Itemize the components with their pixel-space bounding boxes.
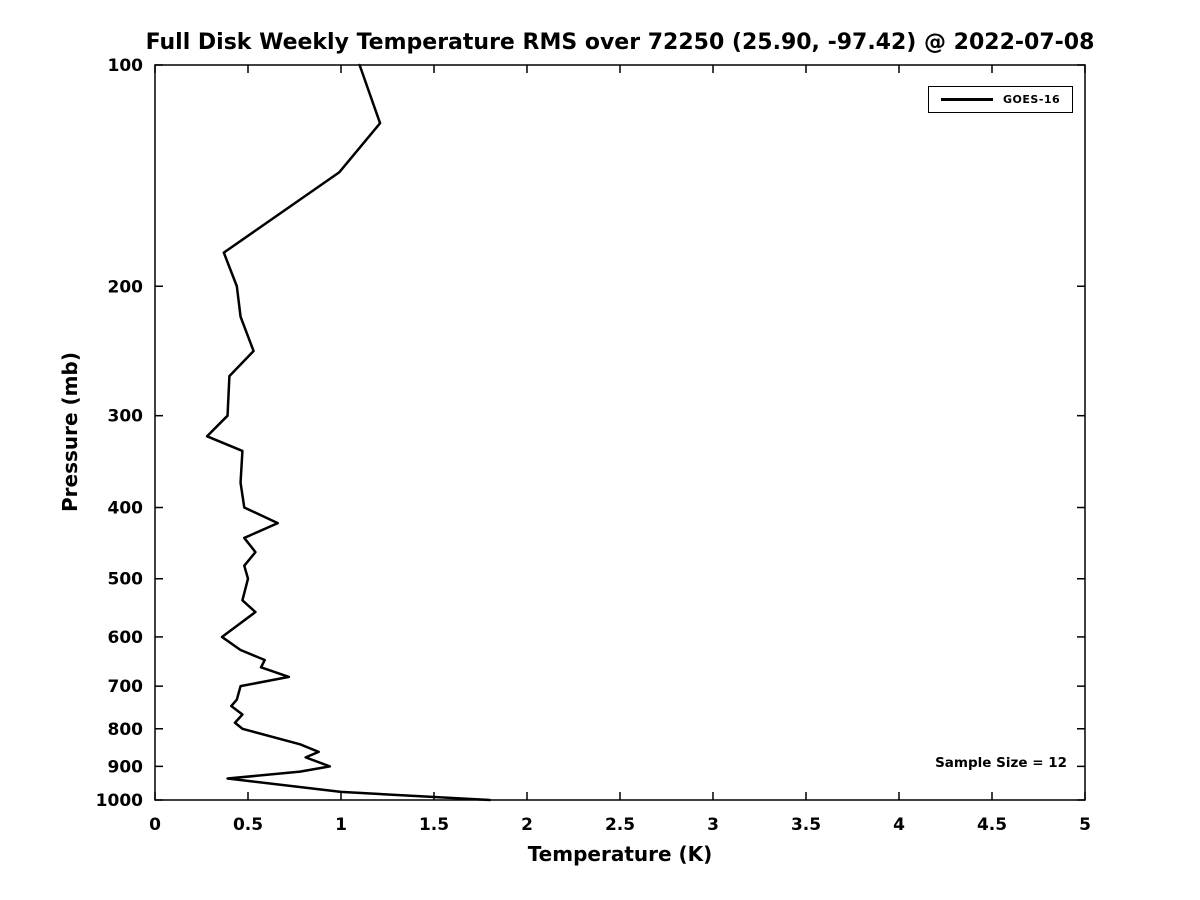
y-tick-label: 600: [108, 628, 144, 648]
goes16-line-sample: [941, 98, 993, 101]
x-tick-label: 1.5: [419, 815, 449, 835]
x-tick-label: 2.5: [605, 815, 635, 835]
legend: GOES-16: [928, 86, 1074, 113]
x-tick-label: 3.5: [791, 815, 821, 835]
x-tick-label: 4: [893, 815, 905, 835]
x-tick-label: 0.5: [233, 815, 263, 835]
x-tick-label: 1: [335, 815, 347, 835]
series-line-goes-16: [205, 63, 492, 802]
y-tick-label: 500: [108, 570, 144, 590]
y-tick-label: 900: [108, 757, 144, 777]
y-tick-label: 200: [108, 277, 144, 297]
x-axis-label: Temperature (K): [527, 842, 713, 866]
axes-box: [154, 64, 1086, 801]
x-tick-label: 0: [149, 815, 161, 835]
x-tick-label: 4.5: [977, 815, 1007, 835]
y-tick-label: 800: [108, 720, 144, 740]
x-tick-label: 5: [1079, 815, 1091, 835]
y-tick-label: 700: [108, 677, 144, 697]
y-tick-label: 100: [108, 56, 144, 76]
y-tick-label: 300: [108, 407, 144, 427]
x-tick-label: 2: [521, 815, 533, 835]
y-tick-label: 1000: [96, 791, 143, 811]
sample-size-annotation: Sample Size = 12: [935, 755, 1067, 771]
chart-title: Full Disk Weekly Temperature RMS over 72…: [145, 30, 1095, 55]
legend-label: GOES-16: [1003, 93, 1061, 106]
y-tick-label: 400: [108, 499, 144, 519]
x-tick-label: 3: [707, 815, 719, 835]
